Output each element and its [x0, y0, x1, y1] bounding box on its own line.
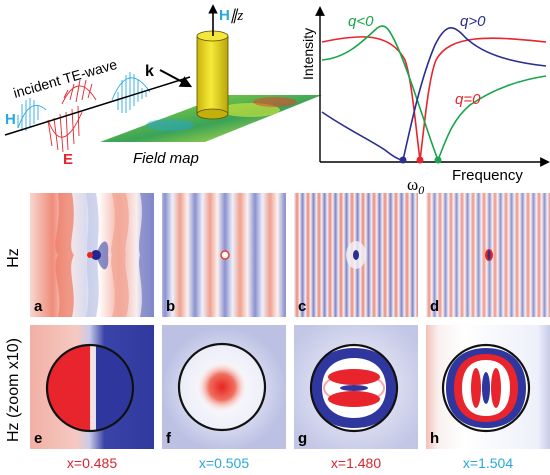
- row-label-top: Hz: [5, 248, 22, 268]
- omega-symbol: ω: [407, 175, 418, 194]
- panel-c-label: c: [298, 298, 306, 315]
- panel-e-label: e: [34, 430, 42, 447]
- omega-label: ω0: [407, 175, 424, 197]
- panel-a: a: [30, 193, 154, 317]
- panel-b-label: b: [166, 298, 175, 315]
- panel-g: g: [294, 325, 418, 449]
- hz-axis-h: H: [219, 7, 230, 24]
- curve-q-positive: [321, 27, 547, 161]
- legend-q-negative: q<0: [348, 13, 374, 30]
- hz-axis-label: H∥z: [219, 7, 243, 24]
- panel-h-label: h: [430, 430, 439, 447]
- panel-d: d: [426, 193, 550, 317]
- panel-b: b: [162, 193, 286, 317]
- panel-h: h: [426, 325, 550, 449]
- schematic: k incident TE-wave H E Field map H∥z: [4, 4, 322, 168]
- panel-a-label: a: [34, 298, 43, 315]
- marker-q-negative: [434, 156, 442, 164]
- legend-q-zero: q=0: [455, 91, 481, 108]
- y-axis-label: Intensity: [300, 28, 316, 80]
- field-map-label: Field map: [133, 150, 199, 167]
- e-wave-label: E: [63, 151, 73, 168]
- k-label: k: [145, 63, 154, 80]
- x-axis-label: Frequency: [452, 167, 523, 184]
- wave-axis-line: [4, 76, 191, 136]
- cylinder-scatterer: [196, 30, 229, 120]
- legend-q-positive: q>0: [460, 13, 486, 30]
- marker-q-positive: [399, 156, 407, 164]
- panel-f-label: f: [166, 430, 172, 447]
- hz-axis-parallel: ∥z: [230, 8, 244, 24]
- x-value-e: x=0.485: [67, 455, 117, 471]
- x-value-f: x=0.505: [199, 455, 249, 471]
- x-value-h: x=1.504: [463, 455, 513, 471]
- wave-h-component: [17, 72, 151, 131]
- h-wave-label: H: [5, 111, 16, 128]
- panel-c: c: [294, 193, 418, 317]
- k-arrow: [159, 69, 193, 88]
- curve-q-negative: [321, 25, 547, 163]
- panel-d-label: d: [430, 298, 439, 315]
- omega-subscript: 0: [418, 183, 424, 197]
- panel-e: e: [30, 325, 154, 449]
- x-value-g: x=1.480: [331, 455, 381, 471]
- spectrum-plot: Intensity Frequency ω0 q<0 q>0 q=0: [300, 6, 550, 197]
- row-label-bottom: Hz (zoom x10): [5, 338, 22, 442]
- marker-q-zero: [416, 156, 424, 164]
- incident-wave-label: incident TE-wave: [11, 56, 119, 101]
- panel-g-label: g: [298, 430, 307, 447]
- curve-q-zero: [321, 36, 547, 161]
- panel-f: f: [162, 325, 286, 449]
- wave-e-component: [47, 79, 97, 153]
